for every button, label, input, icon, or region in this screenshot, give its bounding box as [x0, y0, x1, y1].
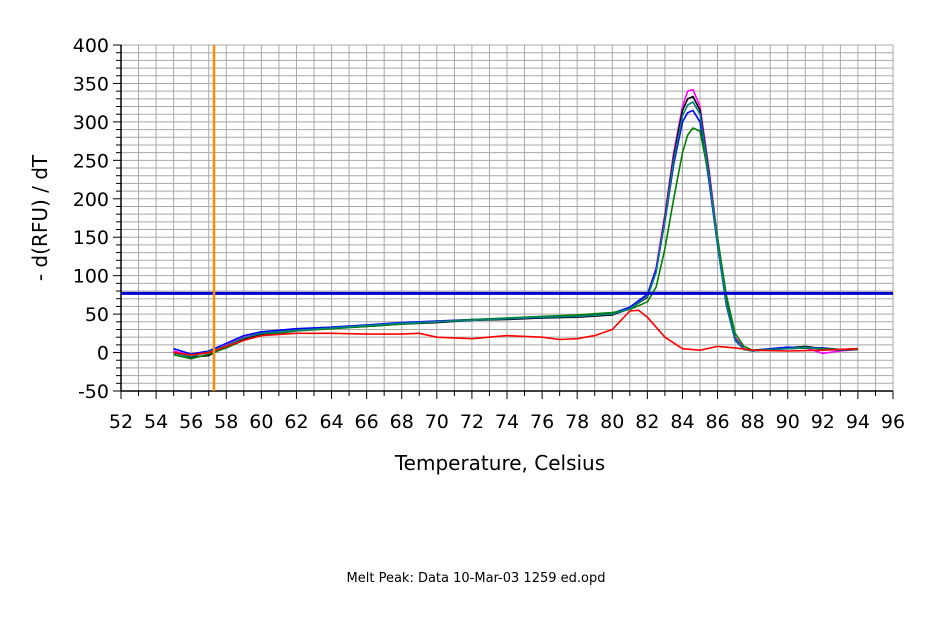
y-tick-label: 250 — [73, 150, 109, 172]
x-tick-label: 52 — [109, 411, 133, 433]
markers-layer — [121, 45, 893, 391]
x-tick-label: 74 — [495, 411, 519, 433]
x-tick-label: 62 — [284, 411, 308, 433]
y-tick-label: 400 — [73, 35, 109, 57]
y-tick-label: 300 — [73, 112, 109, 134]
x-tick-label: 84 — [670, 411, 694, 433]
x-tick-label: 56 — [179, 411, 203, 433]
y-axis-title: - d(RFU) / dT — [28, 154, 52, 281]
x-tick-label: 92 — [811, 411, 835, 433]
y-tick-label: -50 — [78, 381, 109, 403]
x-tick-label: 76 — [530, 411, 554, 433]
x-tick-label: 60 — [249, 411, 273, 433]
y-tick-label: 50 — [85, 304, 109, 326]
x-tick-label: 88 — [741, 411, 765, 433]
x-tick-label: 80 — [600, 411, 624, 433]
series-line-6 — [173, 309, 858, 356]
x-tick-label: 96 — [881, 411, 905, 433]
x-tick-label: 78 — [565, 411, 589, 433]
x-tick-label: 58 — [214, 411, 238, 433]
series-layer — [173, 88, 858, 360]
x-tick-label: 54 — [144, 411, 168, 433]
x-tick-label: 64 — [319, 411, 343, 433]
x-tick-label: 94 — [846, 411, 870, 433]
footer-caption: Melt Peak: Data 10-Mar-03 1259 ed.opd — [346, 571, 606, 586]
x-tick-label: 66 — [355, 411, 379, 433]
y-tick-label: 350 — [73, 73, 109, 95]
y-tick-label: 0 — [97, 343, 109, 365]
y-tick-label: 200 — [73, 189, 109, 211]
x-tick-label: 82 — [635, 411, 659, 433]
x-tick-label: 70 — [425, 411, 449, 433]
melt-peak-chart: 52 54 56 58 60 62 64 66 68 70 72 74 76 78 80 82 84 86 88 90… — [28, 35, 905, 475]
tick-labels: 52 54 56 58 60 62 64 66 68 70 72 74 76 78 80 82 84 86 88 90… — [73, 35, 905, 433]
y-tick-label: 100 — [73, 266, 109, 288]
ticks — [113, 44, 894, 399]
x-tick-label: 72 — [460, 411, 484, 433]
x-tick-label: 86 — [705, 411, 729, 433]
x-tick-label: 68 — [390, 411, 414, 433]
x-tick-label: 90 — [776, 411, 800, 433]
y-tick-label: 150 — [73, 227, 109, 249]
x-axis-title: Temperature, Celsius — [394, 451, 605, 475]
